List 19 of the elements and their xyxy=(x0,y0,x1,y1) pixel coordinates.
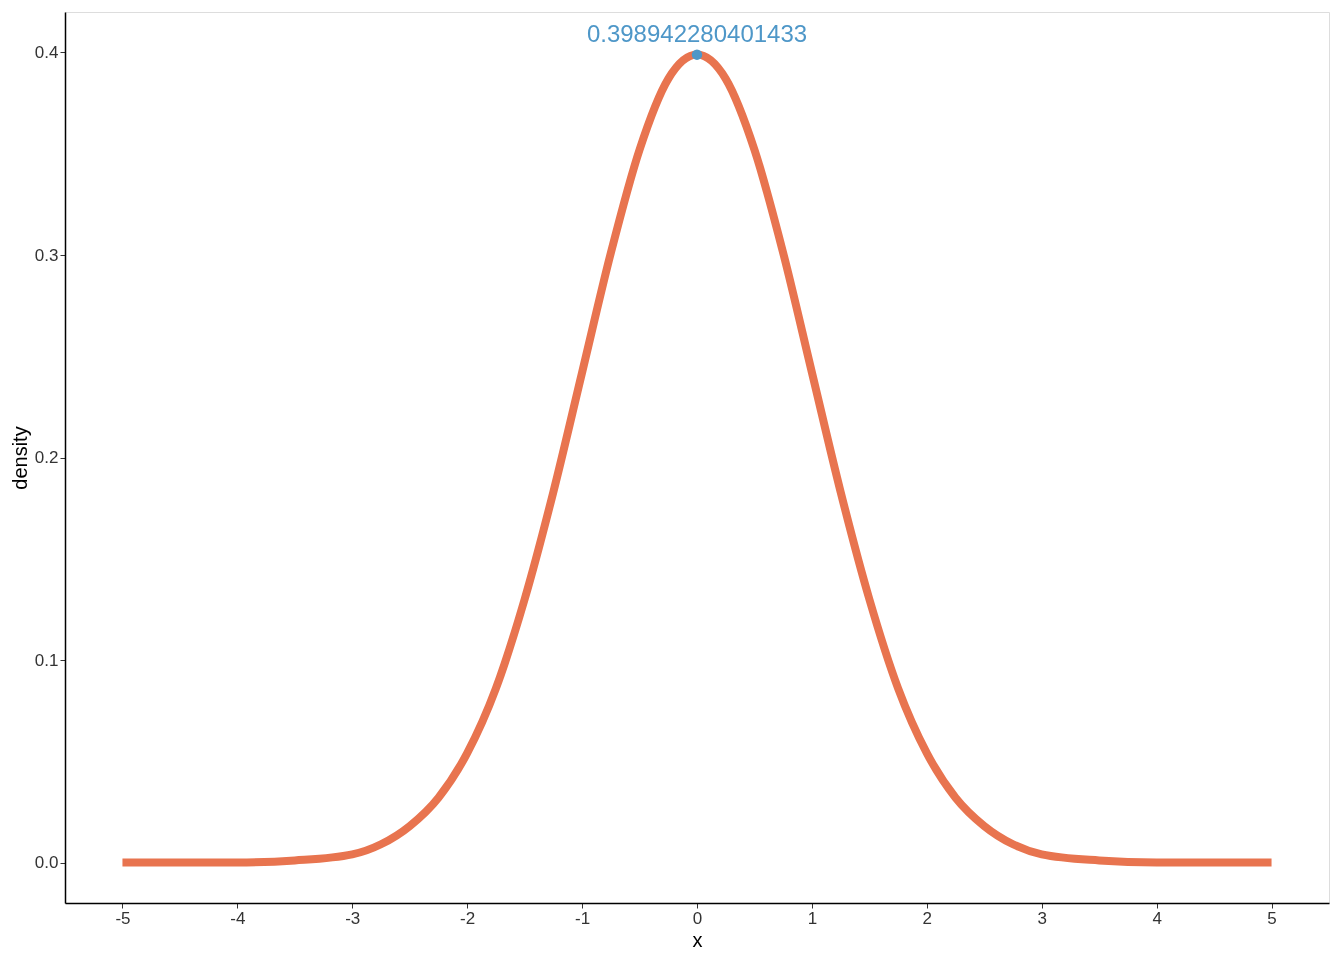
y-tick-label: 0.3 xyxy=(34,245,59,265)
x-tick-label: 3 xyxy=(1037,908,1047,928)
x-tick-label: 5 xyxy=(1267,908,1277,928)
y-tick-label: 0.4 xyxy=(34,43,59,62)
x-tick-label: 1 xyxy=(807,908,818,928)
x-tick-label: -2 xyxy=(460,908,476,928)
y-tick-label: 0.1 xyxy=(34,650,59,670)
x-tick-label: -4 xyxy=(230,908,246,928)
x-tick-label: 4 xyxy=(1152,908,1162,928)
data-label: 0.398942280401433 xyxy=(586,19,808,47)
x-tick-label: -1 xyxy=(575,908,591,928)
x-tick-label: -3 xyxy=(345,908,361,928)
x-tick-label: 0 xyxy=(692,908,703,928)
x-tick-label: -5 xyxy=(115,908,131,928)
x-axis-title: x xyxy=(692,928,703,951)
y-axis-title: density xyxy=(8,426,31,490)
y-tick-label: 0.2 xyxy=(34,448,59,467)
y-tick-label: 0.0 xyxy=(34,853,59,872)
x-tick-label: 2 xyxy=(922,908,933,928)
